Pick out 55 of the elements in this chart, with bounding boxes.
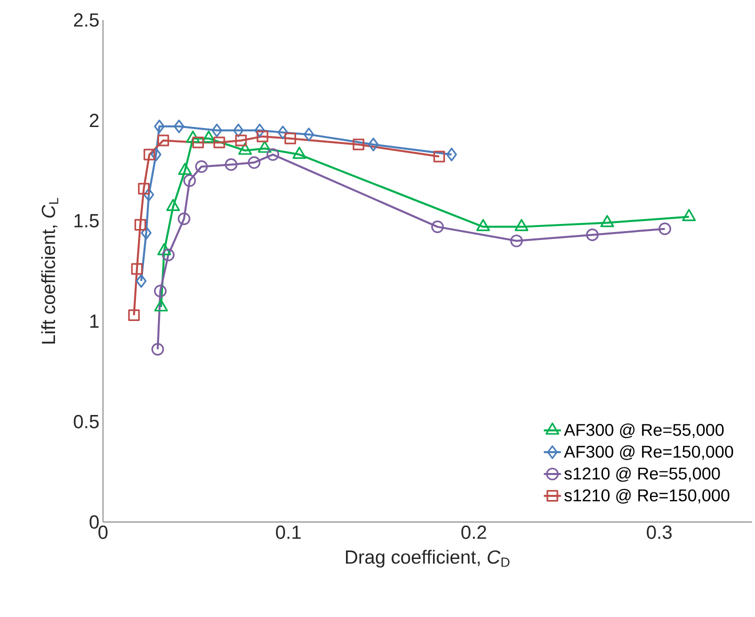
- point: [256, 130, 268, 142]
- point: [431, 220, 444, 234]
- legend-label: s1210 @ Re=55,000: [564, 467, 720, 482]
- point: [192, 136, 204, 148]
- x-axis-title: Drag coefficient, C$_{D}$: [346, 550, 510, 568]
- point: [510, 234, 523, 248]
- y-tick-label: 2.5: [74, 13, 99, 27]
- point: [284, 132, 296, 144]
- point: [136, 274, 147, 288]
- point: [658, 222, 672, 236]
- point: [138, 182, 150, 194]
- point: [128, 309, 140, 321]
- point: [154, 284, 167, 298]
- y-tick-label: 1.5: [74, 214, 99, 228]
- x-tick-label: 0: [98, 526, 108, 539]
- point: [154, 120, 165, 134]
- point: [266, 148, 280, 161]
- y-tick-label: 0.5: [74, 414, 99, 428]
- legend-label: AF300 @ Re=55,000: [564, 423, 724, 438]
- point: [304, 128, 314, 142]
- point: [433, 150, 445, 162]
- point: [144, 148, 156, 160]
- point: [224, 158, 238, 171]
- x-tick-label: 0.2: [461, 526, 486, 539]
- x-tick-label: 0.1: [276, 526, 301, 539]
- point: [150, 148, 162, 162]
- y-tick-label: 1: [90, 314, 99, 328]
- y-tick-label: 2: [90, 114, 99, 128]
- point: [278, 126, 288, 140]
- point: [248, 156, 260, 169]
- point: [586, 228, 599, 242]
- point: [368, 138, 379, 152]
- y-axis-title: Lift coefficient, C$_{L}$: [41, 198, 58, 344]
- point: [212, 124, 222, 138]
- point: [174, 120, 184, 134]
- point: [233, 124, 244, 138]
- point: [151, 343, 164, 356]
- x-tick-label: 0.3: [646, 526, 672, 539]
- point: [352, 138, 364, 150]
- point: [254, 124, 265, 138]
- point: [178, 212, 190, 226]
- legend-label: AF300 @ Re=150,000: [564, 445, 734, 460]
- point: [213, 136, 226, 148]
- point: [195, 160, 208, 173]
- point: [183, 174, 196, 187]
- point: [144, 188, 154, 202]
- point: [162, 248, 175, 262]
- point: [157, 134, 170, 146]
- legend-label: s1210 @ Re=150,000: [564, 488, 730, 504]
- point: [446, 148, 457, 162]
- y-tick-label: 0: [90, 515, 99, 529]
- point: [235, 134, 247, 146]
- point: [131, 263, 143, 275]
- point: [140, 226, 152, 240]
- point: [134, 219, 146, 231]
